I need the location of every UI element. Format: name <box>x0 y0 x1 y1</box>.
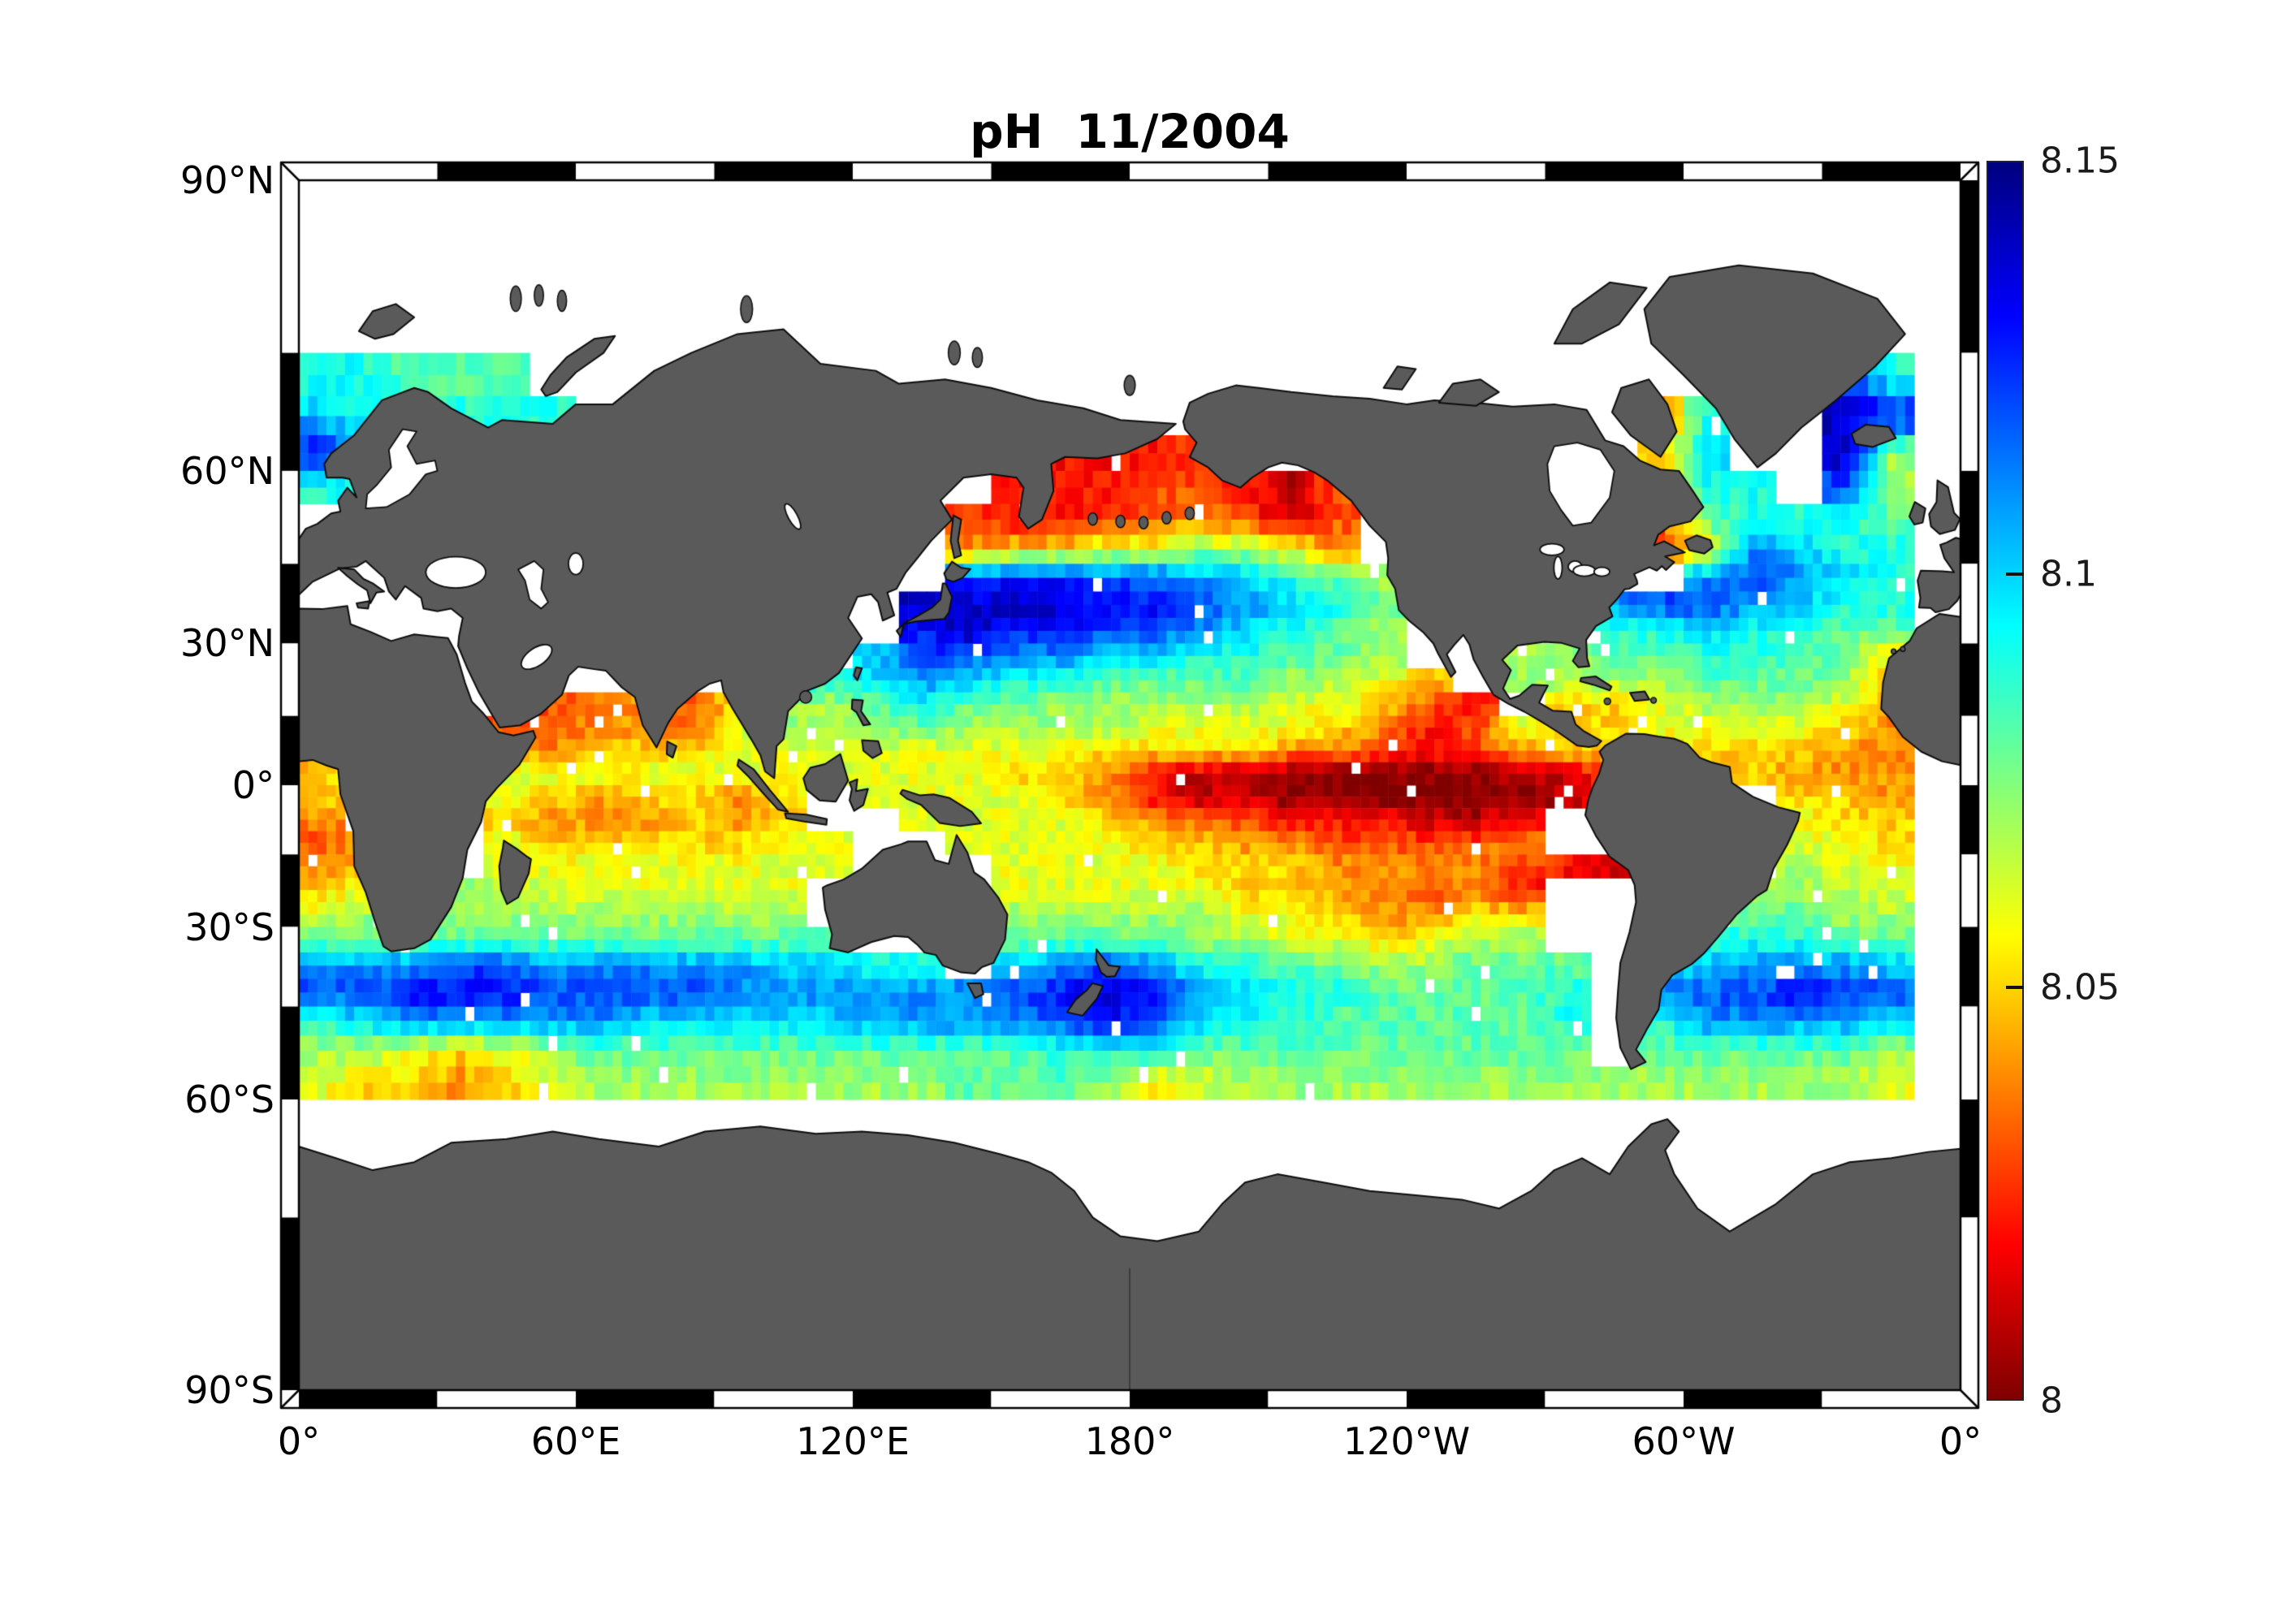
lat-tick-label: 90°N <box>180 158 275 202</box>
colorbar-tick-label: 8.1 <box>2040 553 2097 595</box>
lon-tick-label: 60°E <box>530 1419 621 1463</box>
figure-title: pH 11/2004 <box>970 104 1290 159</box>
lon-tick-label: 0° <box>277 1419 321 1463</box>
lon-tick-label: 0° <box>1939 1419 1982 1463</box>
lat-tick-label: 0° <box>231 763 275 807</box>
colorbar-tick-label: 8 <box>2040 1380 2063 1422</box>
colorbar-tick-label: 8.05 <box>2040 966 2120 1009</box>
colorbar-tick-mark <box>2006 986 2024 989</box>
colorbar-tick-label: 8.15 <box>2040 140 2120 182</box>
lon-tick-label: 60°W <box>1632 1419 1736 1463</box>
lat-tick-label: 60°N <box>180 448 275 493</box>
lat-tick-label: 30°S <box>184 905 275 949</box>
lat-tick-label: 60°S <box>184 1078 275 1122</box>
lon-tick-label: 120°W <box>1342 1419 1471 1463</box>
lat-tick-label: 30°N <box>180 621 275 666</box>
lon-tick-label: 180° <box>1084 1419 1175 1463</box>
lon-tick-label: 120°E <box>796 1419 910 1463</box>
colorbar <box>1987 161 2024 1401</box>
lat-tick-label: 90°S <box>184 1368 275 1412</box>
colorbar-tick-mark <box>2006 572 2024 576</box>
